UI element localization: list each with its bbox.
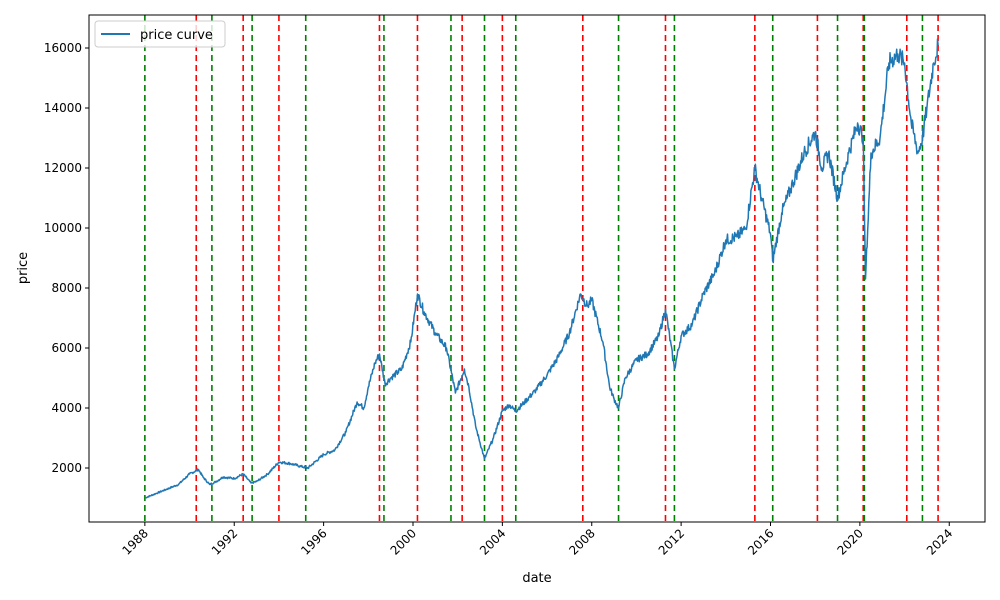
- series-line-0: [144, 38, 939, 499]
- x-axis-title: date: [522, 571, 551, 586]
- y-tick-label-3: 8000: [51, 281, 82, 295]
- y-tick-label-7: 16000: [44, 41, 82, 55]
- y-tick-label-1: 4000: [51, 401, 82, 415]
- y-tick-label-5: 12000: [44, 161, 82, 175]
- legend-label: price curve: [140, 28, 213, 43]
- legend: price curve: [94, 20, 226, 48]
- y-axis-ticks: 2000 4000 6000 8000 10000 12000 14000 16000: [44, 41, 89, 475]
- y-tick-label-0: 2000: [51, 461, 82, 475]
- vertical-lines-group: [144, 15, 939, 522]
- y-tick-label-2: 6000: [51, 341, 82, 355]
- legend-box: [94, 20, 226, 48]
- plot-frame: [88, 14, 986, 523]
- y-tick-label-6: 14000: [44, 101, 82, 115]
- y-tick-label-4: 10000: [44, 221, 82, 235]
- y-axis-title: price: [16, 252, 31, 284]
- series-group: [144, 38, 939, 499]
